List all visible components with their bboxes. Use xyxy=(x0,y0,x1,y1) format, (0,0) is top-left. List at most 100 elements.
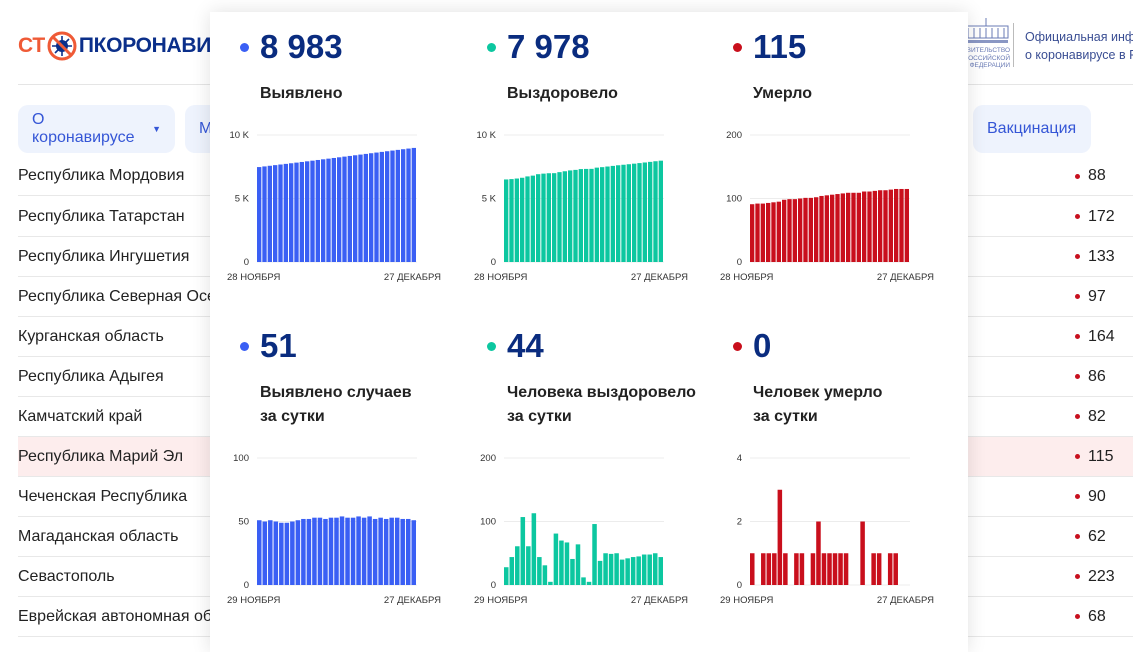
bar[interactable] xyxy=(299,161,304,262)
bar[interactable] xyxy=(290,521,295,586)
bar[interactable] xyxy=(367,516,372,585)
bar[interactable] xyxy=(310,160,315,262)
bar[interactable] xyxy=(653,161,658,262)
bar[interactable] xyxy=(808,197,813,262)
official-info-link[interactable]: Официальная инфо о коронавирусе в Р xyxy=(1025,28,1133,64)
bar[interactable] xyxy=(632,163,637,262)
bar[interactable] xyxy=(878,190,883,262)
bar[interactable] xyxy=(625,558,630,585)
bar[interactable] xyxy=(283,163,288,262)
bar[interactable] xyxy=(642,162,647,262)
bar[interactable] xyxy=(899,188,904,262)
bar[interactable] xyxy=(279,522,284,585)
bar[interactable] xyxy=(798,198,803,263)
bar[interactable] xyxy=(867,191,872,262)
bar[interactable] xyxy=(411,520,416,585)
bar[interactable] xyxy=(766,202,771,262)
bar[interactable] xyxy=(816,521,821,586)
bar[interactable] xyxy=(630,557,636,585)
bar[interactable] xyxy=(862,191,867,262)
bar[interactable] xyxy=(504,179,509,262)
bar[interactable] xyxy=(546,173,551,262)
bar[interactable] xyxy=(530,175,535,262)
bar[interactable] xyxy=(289,163,294,262)
bar[interactable] xyxy=(621,164,626,262)
bar[interactable] xyxy=(350,517,356,585)
bar[interactable] xyxy=(542,565,548,585)
bar[interactable] xyxy=(893,553,898,585)
bar[interactable] xyxy=(592,524,597,585)
bar[interactable] xyxy=(262,166,267,262)
stopcoronavirus-logo[interactable]: СТ ПКОРОНАВИ xyxy=(18,28,211,64)
bar[interactable] xyxy=(658,557,663,585)
bar[interactable] xyxy=(520,177,525,262)
bar[interactable] xyxy=(339,516,345,585)
bar[interactable] xyxy=(772,553,777,585)
bar[interactable] xyxy=(312,517,317,585)
bar[interactable] xyxy=(641,554,647,585)
bar[interactable] xyxy=(385,151,390,262)
bar[interactable] xyxy=(619,559,625,585)
bar[interactable] xyxy=(597,560,603,585)
bar[interactable] xyxy=(803,197,808,262)
bar[interactable] xyxy=(776,201,781,262)
bar[interactable] xyxy=(295,520,301,585)
bar[interactable] xyxy=(570,558,575,585)
bar[interactable] xyxy=(306,518,312,585)
bar[interactable] xyxy=(268,520,273,585)
nav-vaccination[interactable]: Вакцинация xyxy=(973,105,1091,153)
bar[interactable] xyxy=(777,489,783,585)
bar[interactable] xyxy=(400,518,405,585)
bar[interactable] xyxy=(553,533,559,585)
bar[interactable] xyxy=(537,557,542,585)
bar[interactable] xyxy=(581,577,586,585)
bar[interactable] xyxy=(827,553,832,585)
bar[interactable] xyxy=(405,518,411,585)
bar[interactable] xyxy=(347,155,352,262)
bar[interactable] xyxy=(369,153,374,262)
bar[interactable] xyxy=(331,157,336,262)
bar[interactable] xyxy=(589,168,594,262)
bar[interactable] xyxy=(876,553,882,585)
bar[interactable] xyxy=(317,517,323,585)
bar[interactable] xyxy=(573,169,578,262)
bar[interactable] xyxy=(814,197,819,262)
bar[interactable] xyxy=(838,553,843,585)
bar[interactable] xyxy=(830,194,835,262)
bar[interactable] xyxy=(792,199,797,262)
bar[interactable] xyxy=(395,149,400,262)
bar[interactable] xyxy=(390,150,395,262)
bar[interactable] xyxy=(267,165,272,262)
bar[interactable] xyxy=(843,553,849,585)
bar[interactable] xyxy=(799,553,805,585)
bar[interactable] xyxy=(851,192,856,262)
bar[interactable] xyxy=(608,553,614,585)
bar[interactable] xyxy=(323,518,328,585)
bar[interactable] xyxy=(509,557,515,585)
bar[interactable] xyxy=(605,166,610,262)
bar[interactable] xyxy=(782,199,787,262)
bar[interactable] xyxy=(536,174,541,262)
bar[interactable] xyxy=(600,167,605,262)
bar[interactable] xyxy=(401,149,406,262)
bar[interactable] xyxy=(328,517,334,585)
bar[interactable] xyxy=(637,163,642,262)
bar[interactable] xyxy=(888,189,893,262)
bar[interactable] xyxy=(819,195,824,262)
bar[interactable] xyxy=(894,188,899,262)
bar[interactable] xyxy=(872,190,877,262)
bar[interactable] xyxy=(559,540,564,585)
bar[interactable] xyxy=(821,553,827,585)
bar[interactable] xyxy=(379,151,384,262)
bar[interactable] xyxy=(345,517,350,585)
bar[interactable] xyxy=(557,172,562,262)
bar[interactable] xyxy=(887,553,893,585)
bar[interactable] xyxy=(326,158,331,262)
bar[interactable] xyxy=(626,164,631,262)
bar[interactable] xyxy=(301,518,306,585)
bar[interactable] xyxy=(273,165,278,262)
bar[interactable] xyxy=(257,167,262,262)
bar[interactable] xyxy=(526,546,531,585)
bar[interactable] xyxy=(363,153,368,262)
bar[interactable] xyxy=(761,553,766,585)
